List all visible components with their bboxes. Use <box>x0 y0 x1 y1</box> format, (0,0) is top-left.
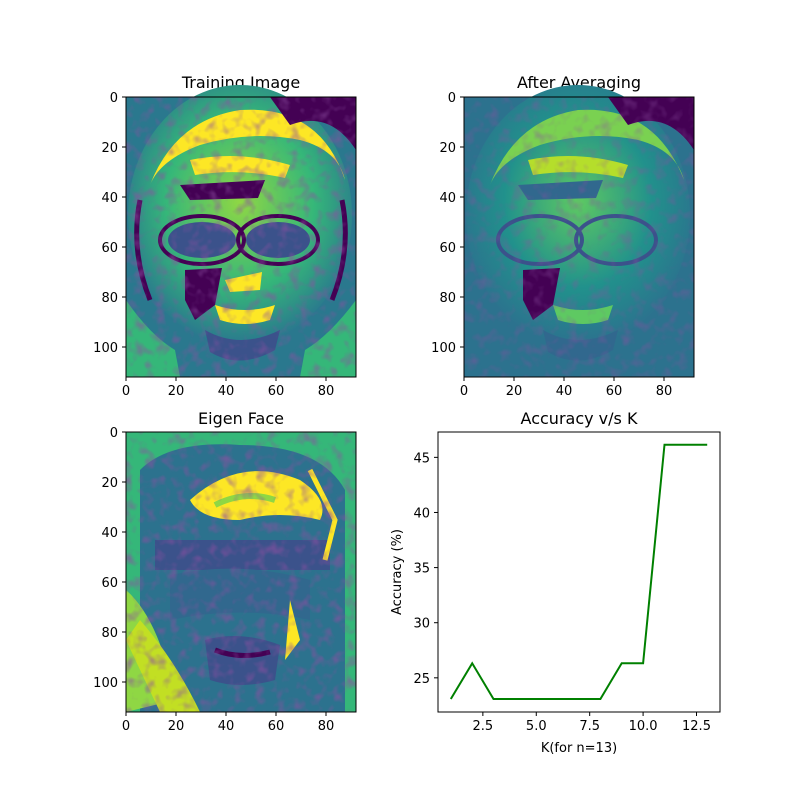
y-tick-label: 100 <box>431 341 456 356</box>
after-averaging-title: After Averaging <box>517 73 641 92</box>
y-tick-label: 80 <box>439 291 456 306</box>
y-tick-label: 100 <box>93 341 118 356</box>
eigen-face-panel: Eigen Face <box>125 409 357 713</box>
x-tick-label: 0 <box>122 384 130 399</box>
accuracy-chart-panel: Accuracy v/s K 2.5 5.0 7.5 10.0 12.5 25 30 35 40… <box>390 409 721 756</box>
y-tick-label: 30 <box>413 617 430 632</box>
accuracy-chart-title: Accuracy v/s K <box>521 409 638 428</box>
y-tick-label: 20 <box>101 476 118 491</box>
y-tick-label: 80 <box>101 291 118 306</box>
accuracy-axes-ticks: 2.5 5.0 7.5 10.0 12.5 25 30 35 40 45 <box>413 451 711 734</box>
x-tick-label: 80 <box>656 384 673 399</box>
x-tick-label: 0 <box>460 384 468 399</box>
y-tick-label: 35 <box>413 562 430 577</box>
x-tick-label: 20 <box>168 719 185 734</box>
x-tick-label: 5.0 <box>526 719 547 734</box>
x-tick-label: 60 <box>606 384 623 399</box>
training-image-heatmap <box>126 85 356 377</box>
y-tick-label: 0 <box>110 426 118 441</box>
x-tick-label: 20 <box>506 384 523 399</box>
training-image-panel: Training Image <box>125 73 357 378</box>
x-tick-label: 60 <box>268 719 285 734</box>
y-tick-label: 60 <box>439 241 456 256</box>
y-tick-label: 40 <box>101 526 118 541</box>
after-averaging-panel: After Averaging <box>463 73 695 378</box>
x-tick-label: 7.5 <box>579 719 600 734</box>
x-tick-label: 12.5 <box>682 719 711 734</box>
accuracy-plot-frame <box>437 431 721 713</box>
y-tick-label: 40 <box>101 191 118 206</box>
x-tick-label: 10.0 <box>629 719 658 734</box>
x-tick-label: 20 <box>168 384 185 399</box>
accuracy-y-label: Accuracy (%) <box>390 529 405 615</box>
x-tick-label: 40 <box>556 384 573 399</box>
y-tick-label: 40 <box>439 191 456 206</box>
y-tick-label: 45 <box>413 451 430 466</box>
after-averaging-heatmap <box>464 85 694 377</box>
image-axes-ticks: 0 20 40 60 80 0 20 40 60 80 100 0 20 40 60 80 0 20 40 60 80 1… <box>93 91 672 734</box>
training-image-title: Training Image <box>181 73 300 92</box>
accuracy-line <box>449 443 708 700</box>
x-tick-label: 40 <box>218 384 235 399</box>
y-tick-label: 20 <box>101 141 118 156</box>
x-tick-label: 40 <box>218 719 235 734</box>
y-tick-label: 60 <box>101 576 118 591</box>
eigen-face-heatmap <box>126 432 356 712</box>
accuracy-series <box>449 443 708 700</box>
y-tick-label: 0 <box>110 91 118 106</box>
x-tick-label: 2.5 <box>473 719 494 734</box>
y-tick-label: 80 <box>101 626 118 641</box>
y-tick-label: 100 <box>93 676 118 691</box>
y-tick-label: 0 <box>448 91 456 106</box>
y-tick-label: 20 <box>439 141 456 156</box>
x-tick-label: 60 <box>268 384 285 399</box>
accuracy-x-label: K(for n=13) <box>541 741 617 756</box>
y-tick-label: 40 <box>413 506 430 521</box>
eigen-face-title: Eigen Face <box>198 409 284 428</box>
x-tick-label: 80 <box>318 719 335 734</box>
x-tick-label: 0 <box>122 719 130 734</box>
y-tick-label: 60 <box>101 241 118 256</box>
y-tick-label: 25 <box>413 672 430 687</box>
x-tick-label: 80 <box>318 384 335 399</box>
